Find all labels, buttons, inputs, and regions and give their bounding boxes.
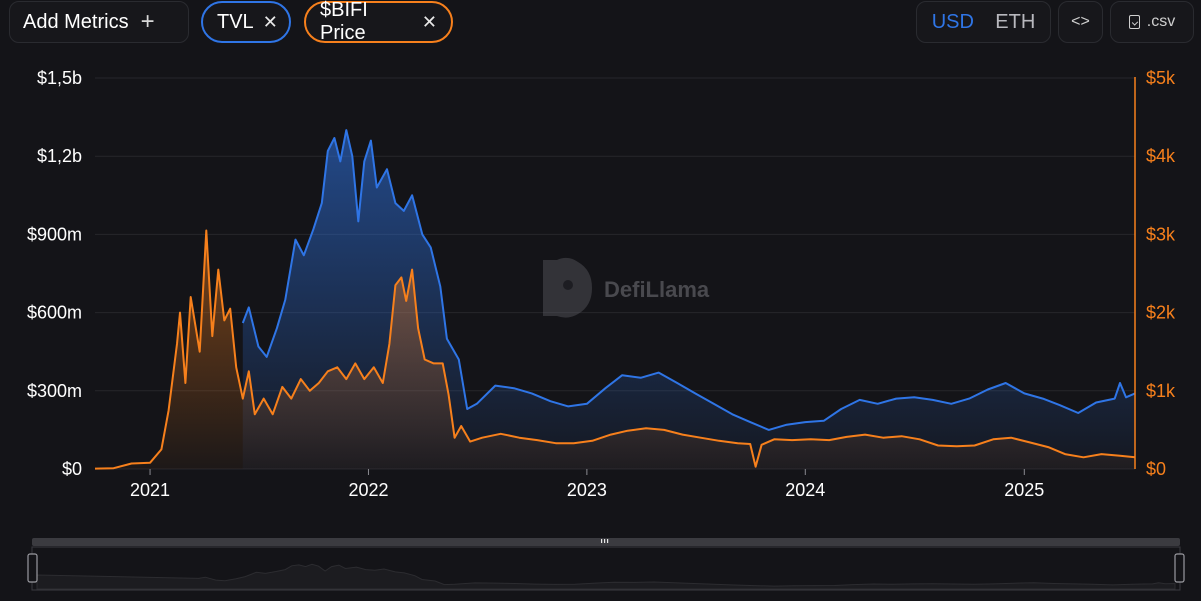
drag-grip-icon: [607, 539, 609, 543]
y2-tick-label: $3k: [1146, 224, 1176, 244]
x-tick-label: 2022: [348, 480, 388, 500]
download-csv-button[interactable]: .csv: [1110, 1, 1194, 43]
csv-label: .csv: [1146, 13, 1176, 30]
series-line-tvl: [241, 129, 1136, 431]
code-icon: <>: [1071, 13, 1090, 30]
right-axis: $0 $1k $2k $3k $4k $5k: [1146, 68, 1176, 479]
file-download-icon: [1128, 15, 1140, 29]
y-tick-label: $0: [62, 459, 82, 479]
y-tick-label: $300m: [27, 381, 82, 401]
plus-icon: +: [140, 8, 155, 35]
llama-logo-icon: [543, 257, 592, 318]
y-tick-label: $1,5b: [37, 68, 82, 88]
metric-pill-label: $BIFI Price: [320, 0, 368, 44]
add-metrics-button[interactable]: Add Metrics +: [9, 1, 189, 43]
left-axis: $0 $300m $600m $900m $1,2b $1,5b: [27, 68, 82, 479]
y-tick-label: $1,2b: [37, 146, 82, 166]
metric-pill-bifi-price[interactable]: $BIFI Price ✕: [304, 0, 453, 44]
x-tick-label: 2023: [567, 480, 607, 500]
series-layer: [94, 129, 1136, 470]
series-area-bifi-price: [95, 230, 1135, 469]
embed-button[interactable]: <>: [1058, 1, 1103, 43]
y2-tick-label: $4k: [1146, 146, 1176, 166]
y2-tick-label: $2k: [1146, 303, 1176, 323]
series-line-bifi-price: [94, 229, 1136, 470]
metric-pill-label: TVL: [217, 10, 254, 33]
watermark: DefiLlama: [543, 257, 710, 318]
y2-tick-label: $1k: [1146, 381, 1176, 401]
range-selector[interactable]: [27, 538, 1185, 591]
y2-tick-label: $5k: [1146, 68, 1176, 88]
y-tick-label: $900m: [27, 224, 82, 244]
currency-option-eth[interactable]: ETH: [995, 10, 1036, 33]
watermark-text: DefiLlama: [604, 277, 710, 302]
range-handle-left[interactable]: [27, 553, 38, 583]
close-icon[interactable]: ✕: [262, 11, 278, 32]
x-tick-label: 2021: [130, 480, 170, 500]
currency-option-usd[interactable]: USD: [931, 10, 974, 33]
drag-grip-icon: [604, 539, 606, 543]
close-icon[interactable]: ✕: [421, 11, 437, 32]
range-handle-right[interactable]: [1174, 553, 1185, 583]
range-selector-track[interactable]: [32, 538, 1180, 546]
x-tick-label: 2024: [785, 480, 825, 500]
y-tick-label: $600m: [27, 303, 82, 323]
metric-pill-tvl[interactable]: TVL ✕: [201, 1, 291, 43]
y2-tick-label: $0: [1146, 459, 1166, 479]
mini-chart: [36, 563, 1176, 590]
currency-toggle: USD ETH: [916, 1, 1051, 43]
x-tick-label: 2025: [1004, 480, 1044, 500]
add-metrics-label: Add Metrics: [23, 10, 129, 33]
drag-grip-icon: [601, 539, 603, 543]
x-axis: 2021 2022 2023 2024 2025: [130, 469, 1044, 500]
